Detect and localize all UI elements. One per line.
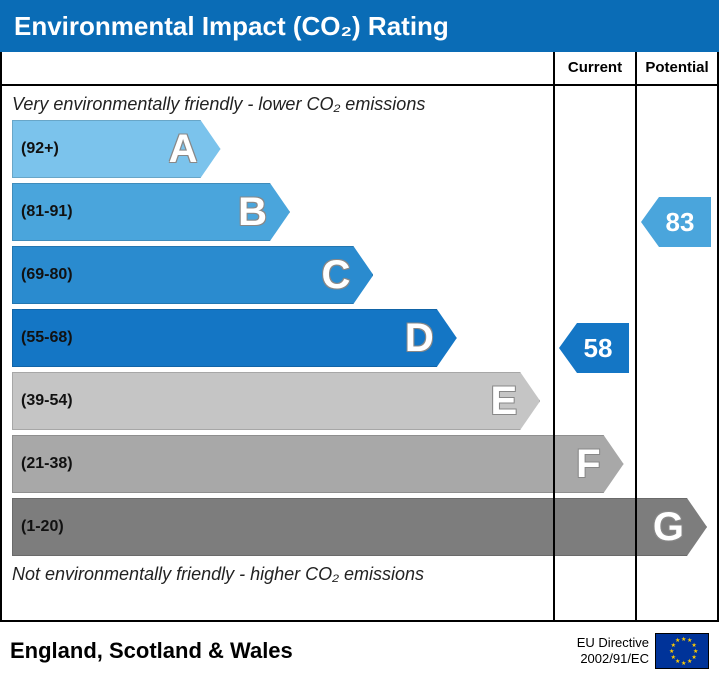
- band-letter: E: [491, 379, 518, 424]
- eu-star-icon: ★: [671, 644, 675, 648]
- eu-star-icon: ★: [691, 644, 695, 648]
- band-letter: C: [322, 253, 351, 298]
- eu-star-icon: ★: [687, 639, 691, 643]
- band-range: (21-38): [21, 455, 73, 473]
- directive-line2: 2002/91/EC: [580, 651, 649, 666]
- eu-star-icon: ★: [675, 639, 679, 643]
- potential-pointer-value: 83: [666, 207, 695, 238]
- band-bar-a: (92+) A: [12, 120, 221, 178]
- potential-pointer: 83: [641, 197, 711, 247]
- eu-star-icon: ★: [669, 650, 673, 654]
- column-potential: 83: [635, 52, 717, 620]
- chart-title: Environmental Impact (CO₂) Rating: [0, 0, 719, 52]
- column-current: 58: [553, 52, 635, 620]
- band-bar-b: (81-91) B: [12, 183, 290, 241]
- footer-directive: EU Directive 2002/91/EC: [577, 635, 649, 666]
- chart-title-text: Environmental Impact (CO₂) Rating: [14, 11, 449, 42]
- current-pointer: 58: [559, 323, 629, 373]
- eu-star-icon: ★: [681, 662, 685, 666]
- current-pointer-value: 58: [584, 333, 613, 364]
- rating-columns: 58 83: [553, 52, 717, 620]
- band-bar-c: (69-80) C: [12, 246, 373, 304]
- band-range: (69-80): [21, 266, 73, 284]
- band-range: (81-91): [21, 203, 73, 221]
- footer-right: EU Directive 2002/91/EC ★★★★★★★★★★★★: [577, 633, 709, 669]
- band-bar-f: (21-38)F: [12, 435, 624, 493]
- band-letter: D: [405, 316, 434, 361]
- eu-star-icon: ★: [681, 638, 685, 642]
- eu-flag-icon: ★★★★★★★★★★★★: [655, 633, 709, 669]
- band-letter: A: [169, 127, 198, 172]
- band-bar-e: (39-54) E: [12, 372, 540, 430]
- footer-region: England, Scotland & Wales: [10, 638, 293, 664]
- band-range: (92+): [21, 140, 59, 158]
- footer: England, Scotland & Wales EU Directive 2…: [0, 622, 719, 673]
- directive-line1: EU Directive: [577, 635, 649, 650]
- band-bar-d: (55-68) D: [12, 309, 457, 367]
- band-range: (55-68): [21, 329, 73, 347]
- eu-star-icon: ★: [671, 656, 675, 660]
- band-letter: B: [238, 190, 267, 235]
- band-range: (1-20): [21, 518, 64, 536]
- band-range: (39-54): [21, 392, 73, 410]
- eu-star-icon: ★: [687, 660, 691, 664]
- eu-star-icon: ★: [693, 650, 697, 654]
- rating-table: Current Potential Very environmentally f…: [0, 52, 719, 622]
